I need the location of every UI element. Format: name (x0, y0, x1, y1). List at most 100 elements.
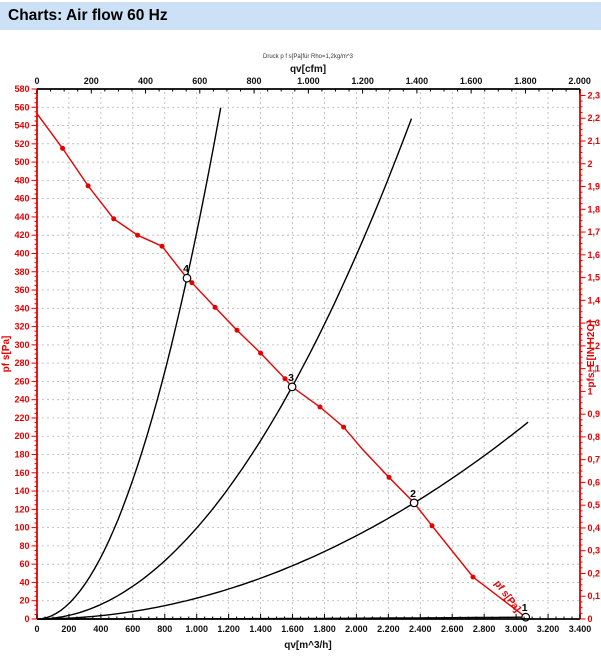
svg-text:0,5: 0,5 (588, 500, 601, 510)
bottom-axis-ticks: 0 200 400 600 800 1.000 1.200 1.400 1.600 1.800 2.… (34, 614, 591, 634)
svg-text:200: 200 (14, 431, 29, 441)
svg-text:1,9: 1,9 (588, 182, 601, 192)
svg-text:600: 600 (125, 624, 140, 634)
svg-text:200: 200 (84, 76, 99, 86)
svg-text:380: 380 (14, 267, 29, 277)
svg-text:800: 800 (247, 76, 262, 86)
svg-text:1.600: 1.600 (281, 624, 304, 634)
svg-text:0,9: 0,9 (588, 409, 601, 419)
svg-text:420: 420 (14, 230, 29, 240)
svg-text:0,7: 0,7 (588, 455, 601, 465)
svg-text:1.800: 1.800 (514, 76, 537, 86)
svg-text:120: 120 (14, 504, 29, 514)
bottom-axis-title: qv[m^3/h] (284, 640, 332, 651)
duty-point-label-2: 2 (410, 488, 416, 500)
svg-text:220: 220 (14, 413, 29, 423)
svg-text:360: 360 (14, 285, 29, 295)
right-axis-ticks: 0 0,1 0,2 0,3 0,4 0,5 0,6 0,7 0,8 0,9 1 1,1 1,2 1,3 1,… (580, 90, 600, 624)
svg-text:140: 140 (14, 486, 29, 496)
system-curve-4 (36, 107, 222, 620)
svg-text:160: 160 (14, 468, 29, 478)
svg-text:40: 40 (19, 577, 29, 587)
svg-text:480: 480 (14, 175, 29, 185)
svg-text:3.000: 3.000 (505, 624, 528, 634)
svg-text:180: 180 (14, 450, 29, 460)
left-axis-title: pf s[Pa] (1, 336, 12, 373)
left-axis-ticks: 0 20 40 60 80 100 120 140 160 180 200 220 240 260 280 3… (14, 84, 37, 624)
svg-text:0,4: 0,4 (588, 523, 601, 533)
svg-text:1.000: 1.000 (297, 76, 320, 86)
svg-text:500: 500 (14, 157, 29, 167)
svg-text:1,3: 1,3 (588, 318, 601, 328)
svg-text:2.800: 2.800 (473, 624, 496, 634)
svg-text:440: 440 (14, 212, 29, 222)
duty-point-label-3: 3 (288, 372, 294, 384)
duty-point-4 (182, 273, 192, 283)
svg-text:1.600: 1.600 (460, 76, 483, 86)
svg-text:800: 800 (157, 624, 172, 634)
svg-text:400: 400 (93, 624, 108, 634)
svg-text:320: 320 (14, 322, 29, 332)
svg-text:2.000: 2.000 (568, 76, 591, 86)
svg-text:240: 240 (14, 395, 29, 405)
svg-text:520: 520 (14, 139, 29, 149)
svg-text:2,3: 2,3 (588, 90, 601, 100)
right-axis-title: pfs_E[IN H2O] (586, 320, 597, 387)
svg-text:1,1: 1,1 (588, 364, 601, 374)
header-bar: Charts: Air flow 60 Hz (0, 2, 601, 30)
svg-text:1.400: 1.400 (249, 624, 272, 634)
chart-subtitle: Druck p f s[Pa]für Rho=1,2kg/m^3 (263, 54, 354, 60)
svg-text:460: 460 (14, 194, 29, 204)
svg-text:2.200: 2.200 (377, 624, 400, 634)
svg-text:0: 0 (588, 614, 593, 624)
duty-point-3 (287, 382, 297, 392)
system-curve-3 (36, 118, 413, 620)
svg-text:3.400: 3.400 (569, 624, 592, 634)
fan-curve (36, 113, 527, 618)
svg-text:600: 600 (192, 76, 207, 86)
svg-text:2.000: 2.000 (345, 624, 368, 634)
svg-text:580: 580 (14, 84, 29, 94)
duty-point-label-4: 4 (183, 263, 189, 275)
page-title: Charts: Air flow 60 Hz (8, 7, 168, 24)
svg-text:1,4: 1,4 (588, 295, 601, 305)
svg-text:200: 200 (61, 624, 76, 634)
svg-text:280: 280 (14, 358, 29, 368)
svg-text:1.400: 1.400 (406, 76, 429, 86)
svg-text:1.000: 1.000 (185, 624, 208, 634)
svg-text:0,8: 0,8 (588, 432, 601, 442)
svg-text:300: 300 (14, 340, 29, 350)
svg-text:340: 340 (14, 303, 29, 313)
svg-text:3.200: 3.200 (537, 624, 560, 634)
svg-text:2.400: 2.400 (409, 624, 432, 634)
svg-text:0,1: 0,1 (588, 591, 601, 601)
system-curve-2 (37, 421, 529, 620)
svg-text:1: 1 (588, 386, 593, 396)
svg-text:1.800: 1.800 (313, 624, 336, 634)
gridlines (37, 89, 580, 619)
svg-text:0,2: 0,2 (588, 568, 601, 578)
svg-text:0,6: 0,6 (588, 477, 601, 487)
svg-text:260: 260 (14, 376, 29, 386)
svg-text:0: 0 (24, 614, 29, 624)
svg-text:100: 100 (14, 523, 29, 533)
svg-text:2,1: 2,1 (588, 136, 601, 146)
svg-text:2.600: 2.600 (441, 624, 464, 634)
svg-text:80: 80 (19, 541, 29, 551)
svg-text:1.200: 1.200 (351, 76, 374, 86)
top-axis-title: qv[cfm] (290, 64, 326, 75)
svg-text:400: 400 (138, 76, 153, 86)
svg-text:2: 2 (588, 159, 593, 169)
svg-text:1,6: 1,6 (588, 250, 601, 260)
svg-text:540: 540 (14, 121, 29, 131)
svg-text:60: 60 (19, 559, 29, 569)
svg-text:560: 560 (14, 102, 29, 112)
svg-text:1,2: 1,2 (588, 341, 601, 351)
svg-text:1.200: 1.200 (217, 624, 240, 634)
svg-text:1,8: 1,8 (588, 204, 601, 214)
svg-text:0,3: 0,3 (588, 546, 601, 556)
fan-curve-markers (60, 145, 476, 580)
duty-point-label-1: 1 (522, 602, 528, 614)
